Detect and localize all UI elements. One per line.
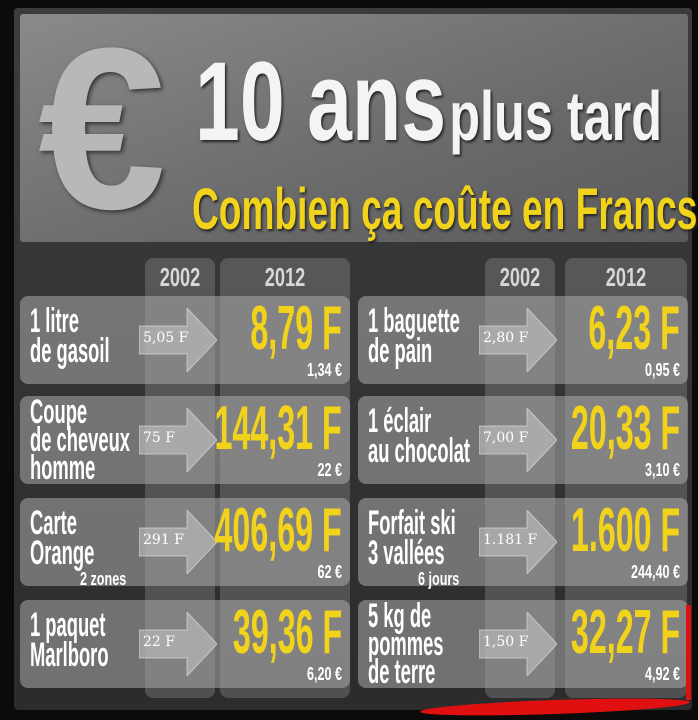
subtitle: Combien ça coûte en Francs ? <box>192 177 698 242</box>
price-2012-euros: 244,40 € <box>630 562 680 582</box>
price-row: 1 litre de gasoil 5,05 F 8,79 F 1,34 € <box>20 296 350 384</box>
arrow-icon <box>478 306 558 374</box>
column-header-2012: 2012 <box>605 262 647 292</box>
arrow-icon <box>138 610 218 678</box>
price-2012-francs: 39,36 F <box>232 598 342 667</box>
price-2012-francs: 32,27 F <box>570 598 680 667</box>
item-label-line: 1 baguette <box>368 302 460 340</box>
arrow-icon <box>138 406 218 474</box>
arrow-icon <box>478 610 558 678</box>
price-2012-euros: 62 € <box>317 562 342 582</box>
price-2012-francs: 144,31 F <box>214 394 342 463</box>
price-2012-euros: 6,20 € <box>306 664 342 684</box>
price-2002: 75 F <box>143 430 175 446</box>
item-label-line: de terre <box>368 653 436 691</box>
price-2002: 291 F <box>143 532 184 548</box>
title-small: plus tard <box>449 77 663 155</box>
price-row: 1 éclair au chocolat 7,00 F 20,33 F 3,10 € <box>358 396 688 484</box>
item-label-line: 1 litre <box>30 302 79 340</box>
header: € 10 ans plus tard Combien ça coûte en F… <box>20 0 698 257</box>
price-2012-francs: 1.600 F <box>570 496 680 565</box>
item-label-line: de cheveux <box>30 421 131 459</box>
item-label: Forfait ski 3 vallées <box>368 504 456 572</box>
item-label-line: 3 vallées <box>368 534 445 572</box>
column-header-2002: 2002 <box>499 262 541 292</box>
price-2012-euros: 3,10 € <box>644 460 680 480</box>
item-label-line: Carte <box>30 504 77 542</box>
price-2012-euros: 0,95 € <box>644 360 680 380</box>
item-label-line: de gasoil <box>30 332 110 370</box>
item-label-line: Coupe <box>30 393 88 431</box>
arrow-icon <box>478 508 558 576</box>
column-header-2012: 2012 <box>264 262 306 292</box>
price-2002: 2,80 F <box>483 330 529 346</box>
item-label: Carte Orange <box>30 504 95 572</box>
item-label-line: homme <box>30 449 96 487</box>
price-row: Forfait ski 3 vallées 6 jours 1.181 F 1.600 … <box>358 496 688 589</box>
item-label-line: Orange <box>30 534 95 572</box>
item-label-line: 5 kg de <box>368 597 432 635</box>
price-2012-francs: 406,69 F <box>214 496 342 565</box>
arrow-icon <box>478 406 558 474</box>
title-big: 10 ans <box>195 39 447 164</box>
column-header-2002: 2002 <box>159 262 201 292</box>
price-row: 1 paquet Marlboro 22 F 39,36 F 6,20 € <box>20 600 350 688</box>
item-label: 1 paquet Marlboro <box>30 606 109 674</box>
item-label-line: de pain <box>368 332 433 370</box>
price-row: Coupe de cheveux homme 75 F 144,31 F 22 € <box>20 393 350 487</box>
price-2002: 5,05 F <box>143 330 189 346</box>
title: 10 ans plus tard <box>195 46 663 158</box>
item-label-line: 1 éclair <box>368 402 432 440</box>
price-2012-euros: 1,34 € <box>306 360 342 380</box>
price-2012-francs: 20,33 F <box>570 394 680 463</box>
item-label-line: au chocolat <box>368 432 471 470</box>
price-2012-francs: 6,23 F <box>588 294 680 363</box>
price-2002: 1.181 F <box>483 532 538 548</box>
price-row: 5 kg de pommes de terre 1,50 F 32,27 F 4,92 € <box>358 597 688 691</box>
price-row: Carte Orange 2 zones 291 F 406,69 F 62 € <box>20 496 350 589</box>
price-2002: 1,50 F <box>483 634 529 650</box>
price-2012-euros: 4,92 € <box>644 664 680 684</box>
price-2012-euros: 22 € <box>317 460 342 480</box>
item-note: 2 zones <box>80 569 127 589</box>
red-marker-edge <box>686 605 691 700</box>
price-2002: 22 F <box>143 634 175 650</box>
euro-icon: € <box>38 0 166 257</box>
item-label: 1 éclair au chocolat <box>368 402 471 470</box>
item-label-line: Marlboro <box>30 636 109 674</box>
item-label-line: pommes <box>368 625 444 663</box>
item-label: 5 kg de pommes de terre <box>368 597 444 691</box>
item-label-line: 1 paquet <box>30 606 106 644</box>
item-label: 1 litre de gasoil <box>30 302 110 370</box>
arrow-icon <box>138 306 218 374</box>
price-row: 1 baguette de pain 2,80 F 6,23 F 0,95 € <box>358 296 688 384</box>
item-label-line: Forfait ski <box>368 504 456 542</box>
item-label: Coupe de cheveux homme <box>30 393 131 487</box>
item-note: 6 jours <box>418 569 460 589</box>
arrow-icon <box>138 508 218 576</box>
price-2012-francs: 8,79 F <box>250 294 342 363</box>
price-2002: 7,00 F <box>483 430 529 446</box>
item-label: 1 baguette de pain <box>368 302 460 370</box>
